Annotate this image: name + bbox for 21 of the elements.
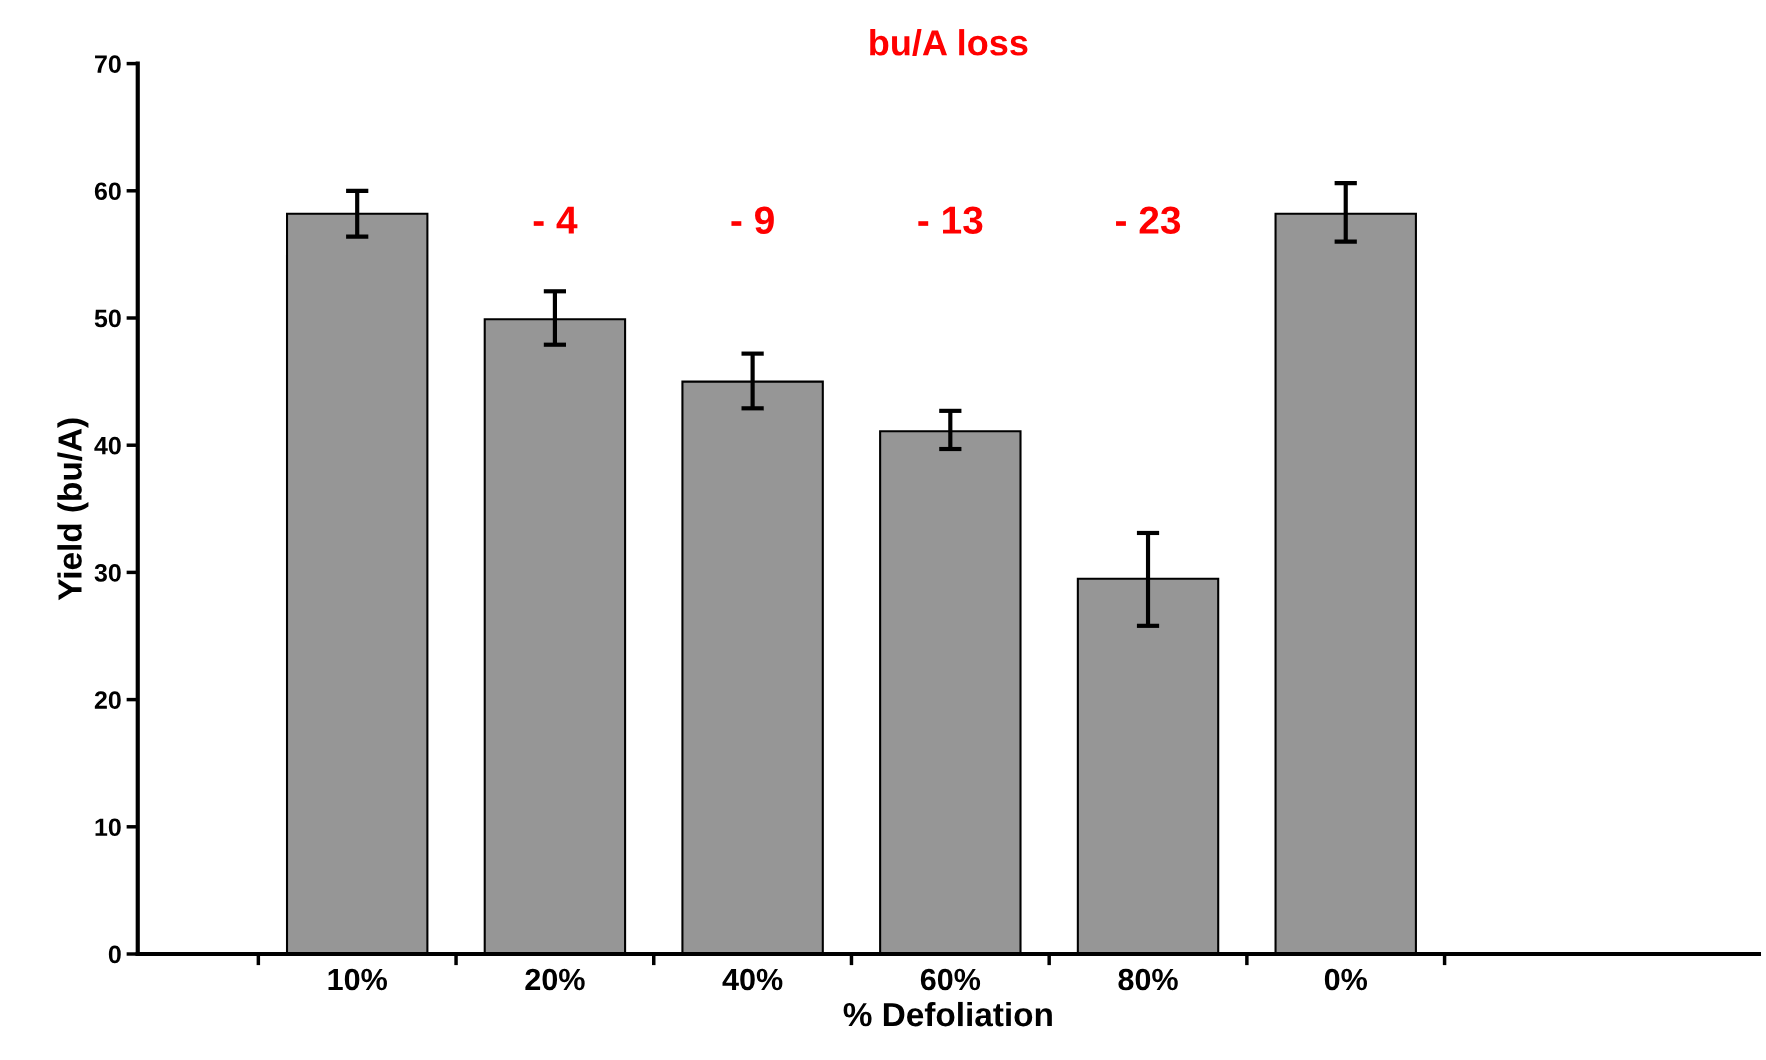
y-axis-title: Yield (bu/A) <box>57 418 89 601</box>
annotation: - 23 <box>1116 206 1181 235</box>
y-tick-label: 0 <box>108 945 121 964</box>
chart-title: bu/A loss <box>870 29 1028 56</box>
x-tick-label: 20% <box>525 968 585 991</box>
annotation: - 13 <box>918 206 983 235</box>
y-tick-label: 10 <box>95 818 121 837</box>
annotation: - 9 <box>731 206 774 234</box>
x-tick-label: 60% <box>920 968 981 991</box>
y-tick-label: 60 <box>94 182 121 201</box>
y-tick-label: 50 <box>94 309 121 328</box>
annotation: - 4 <box>533 206 578 234</box>
x-tick-label: 0% <box>1324 968 1368 991</box>
x-axis-title: % Defoliation <box>843 1001 1052 1027</box>
y-tick-label: 30 <box>94 564 121 582</box>
y-tick-label: 40 <box>94 436 121 455</box>
x-tick-label: 40% <box>722 968 783 991</box>
x-tick-label: 80% <box>1118 968 1178 991</box>
y-tick-label: 70 <box>95 55 121 73</box>
x-tick-label: 10% <box>328 968 387 991</box>
y-tick-label: 20 <box>94 691 121 709</box>
